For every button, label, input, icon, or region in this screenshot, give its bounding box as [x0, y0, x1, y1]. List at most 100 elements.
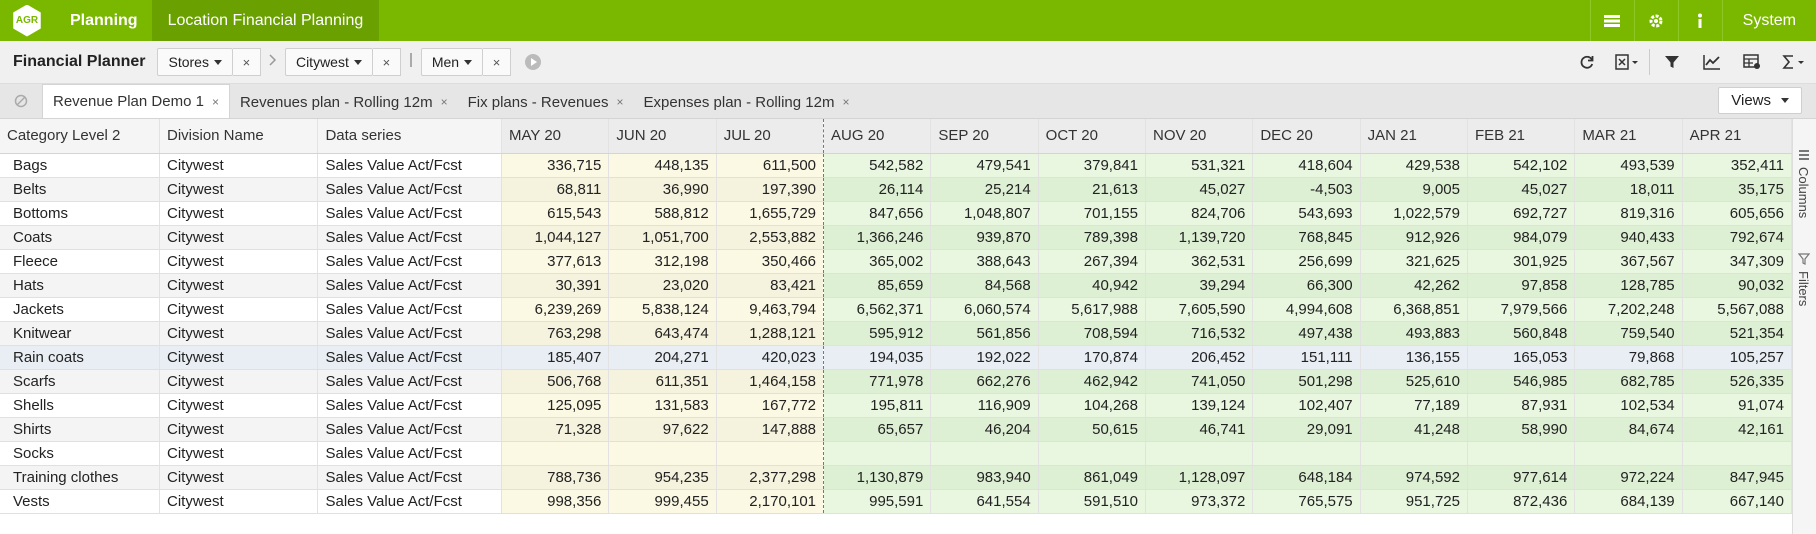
cell-value[interactable]: 493,539	[1574, 153, 1683, 178]
cell-value[interactable]: 131,583	[608, 393, 717, 418]
cell-value[interactable]: 50,615	[1038, 417, 1147, 442]
column-header-month[interactable]: DEC 20	[1252, 119, 1361, 154]
cell-value[interactable]	[823, 441, 932, 466]
cell-value[interactable]: 40,942	[1038, 273, 1147, 298]
filter-citywest-clear-button[interactable]: ×	[372, 48, 401, 76]
cell-value[interactable]: 847,656	[823, 201, 932, 226]
cell-value[interactable]: 7,202,248	[1574, 297, 1683, 322]
cell-value[interactable]: 543,693	[1252, 201, 1361, 226]
cell-value[interactable]: 788,736	[501, 465, 610, 490]
column-header-month[interactable]: AUG 20	[823, 119, 932, 154]
column-header-data-series[interactable]: Data series	[317, 119, 503, 154]
cell-value[interactable]: 185,407	[501, 345, 610, 370]
cell-value[interactable]: 418,604	[1252, 153, 1361, 178]
tab-revenue-plan-demo-1[interactable]: Revenue Plan Demo 1 ×	[42, 84, 230, 118]
cell-value[interactable]: 768,845	[1252, 225, 1361, 250]
cell-value[interactable]: 336,715	[501, 153, 610, 178]
cell-value[interactable]: 2,170,101	[716, 489, 825, 514]
cell-value[interactable]	[501, 441, 610, 466]
cell-value[interactable]: 7,979,566	[1467, 297, 1576, 322]
tab-revenues-plan-rolling-12m[interactable]: Revenues plan - Rolling 12m ×	[230, 86, 458, 118]
cell-value[interactable]	[716, 441, 825, 466]
cell-value[interactable]: 940,433	[1574, 225, 1683, 250]
table-row[interactable]: Belts Citywest Sales Value Act/Fcst 68,811 3…	[0, 177, 1793, 202]
cell-value[interactable]: 167,772	[716, 393, 825, 418]
cell-value[interactable]: 97,858	[1467, 273, 1576, 298]
cell-value[interactable]: 526,335	[1682, 369, 1793, 394]
cell-value[interactable]: 102,407	[1252, 393, 1361, 418]
cell-value[interactable]: 954,235	[608, 465, 717, 490]
cell-value[interactable]: 25,214	[930, 177, 1039, 202]
table-row[interactable]: Shells Citywest Sales Value Act/Fcst 125,09…	[0, 393, 1793, 418]
cell-value[interactable]: 26,114	[823, 177, 932, 202]
cell-value[interactable]: 136,155	[1360, 345, 1468, 370]
cell-value[interactable]: 128,785	[1574, 273, 1683, 298]
app-title[interactable]: Planning	[70, 11, 138, 29]
cell-value[interactable]: 1,366,246	[823, 225, 932, 250]
cell-value[interactable]: 71,328	[501, 417, 610, 442]
cell-value[interactable]: 379,841	[1038, 153, 1147, 178]
module-title[interactable]: Location Financial Planning	[151, 0, 380, 41]
cell-value[interactable]: 87,931	[1467, 393, 1576, 418]
system-menu[interactable]: System	[1721, 0, 1816, 41]
cell-value[interactable]: 45,027	[1145, 177, 1254, 202]
cell-value[interactable]: 1,051,700	[608, 225, 717, 250]
cell-value[interactable]: 301,925	[1467, 249, 1576, 274]
cell-value[interactable]: 6,060,574	[930, 297, 1039, 322]
cell-value[interactable]: 789,398	[1038, 225, 1147, 250]
columns-panel-toggle[interactable]: Columns	[1796, 149, 1811, 218]
cell-value[interactable]: 951,725	[1360, 489, 1468, 514]
cell-value[interactable]: 321,625	[1360, 249, 1468, 274]
cell-value[interactable]	[1038, 441, 1147, 466]
cell-value[interactable]: 79,868	[1574, 345, 1683, 370]
cell-value[interactable]: 66,300	[1252, 273, 1361, 298]
chart-icon[interactable]	[1692, 41, 1732, 84]
cell-value[interactable]: 1,048,807	[930, 201, 1039, 226]
cell-value[interactable]: 611,500	[716, 153, 825, 178]
cell-value[interactable]: 104,268	[1038, 393, 1147, 418]
cell-value[interactable]: 267,394	[1038, 249, 1147, 274]
cell-value[interactable]: 125,095	[501, 393, 610, 418]
cell-value[interactable]: 611,351	[608, 369, 717, 394]
column-header-division[interactable]: Division Name	[159, 119, 319, 154]
cell-value[interactable]	[1467, 441, 1576, 466]
column-header-month[interactable]: MAY 20	[501, 119, 610, 154]
sum-icon[interactable]	[1772, 41, 1816, 84]
cell-value[interactable]: 2,377,298	[716, 465, 825, 490]
cell-value[interactable]: 1,139,720	[1145, 225, 1254, 250]
column-header-month[interactable]: OCT 20	[1038, 119, 1147, 154]
cell-value[interactable]: 493,883	[1360, 321, 1468, 346]
cell-value[interactable]: 204,271	[608, 345, 717, 370]
cell-value[interactable]: 58,990	[1467, 417, 1576, 442]
cell-value[interactable]: 560,848	[1467, 321, 1576, 346]
cell-value[interactable]: 68,811	[501, 177, 610, 202]
table-row[interactable]: Vests Citywest Sales Value Act/Fcst 998,356…	[0, 489, 1793, 514]
cell-value[interactable]	[1574, 441, 1683, 466]
cell-value[interactable]	[1145, 441, 1254, 466]
cell-value[interactable]: 170,874	[1038, 345, 1147, 370]
cell-value[interactable]: 105,257	[1682, 345, 1793, 370]
cell-value[interactable]: 46,204	[930, 417, 1039, 442]
table-row[interactable]: Bottoms Citywest Sales Value Act/Fcst 615,5…	[0, 201, 1793, 226]
cell-value[interactable]: 977,614	[1467, 465, 1576, 490]
cell-value[interactable]	[1360, 441, 1468, 466]
cell-value[interactable]: 377,613	[501, 249, 610, 274]
cell-value[interactable]: 429,538	[1360, 153, 1468, 178]
cell-value[interactable]: 1,655,729	[716, 201, 825, 226]
info-icon[interactable]	[1677, 0, 1722, 41]
cell-value[interactable]: 77,189	[1360, 393, 1468, 418]
cell-value[interactable]: 46,741	[1145, 417, 1254, 442]
cell-value[interactable]: 2,553,882	[716, 225, 825, 250]
cell-value[interactable]: 1,022,579	[1360, 201, 1468, 226]
cell-value[interactable]: 65,657	[823, 417, 932, 442]
cell-value[interactable]: 591,510	[1038, 489, 1147, 514]
cell-value[interactable]: 861,049	[1038, 465, 1147, 490]
column-header-month[interactable]: FEB 21	[1467, 119, 1576, 154]
filter-stores-dropdown[interactable]: Stores	[157, 48, 233, 76]
column-header-month[interactable]: APR 21	[1682, 119, 1793, 154]
cell-value[interactable]: 256,699	[1252, 249, 1361, 274]
play-icon[interactable]	[525, 54, 542, 70]
cell-value[interactable]: 85,659	[823, 273, 932, 298]
cell-value[interactable]: 605,656	[1682, 201, 1793, 226]
cell-value[interactable]: 388,643	[930, 249, 1039, 274]
